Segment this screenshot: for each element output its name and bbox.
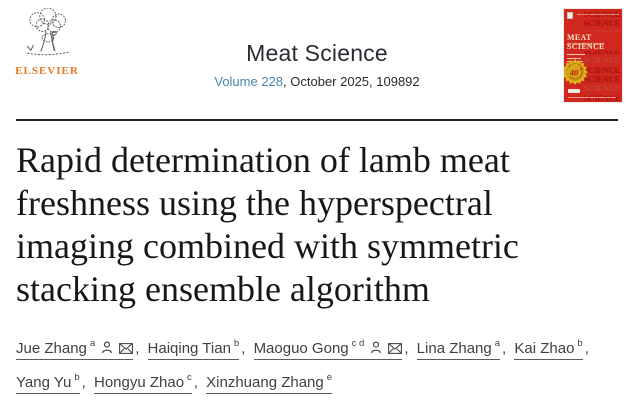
author-link[interactable]: Haiqing Tian b [147,338,240,360]
author-name: Jue Zhang [16,340,87,357]
header-divider [16,119,618,121]
article-title-line: Rapid determination of lamb meat [16,140,510,180]
article-title-line: imaging combined with symmetric [16,226,519,266]
email-icon[interactable] [119,335,134,364]
cover-repeated-word: SCIENCE [583,74,621,85]
email-icon[interactable] [388,335,403,364]
author-link[interactable]: Jue Zhang a [16,338,134,360]
elsevier-tree-icon [15,8,79,64]
author-separator: , [241,340,246,357]
elsevier-wordmark: ELSEVIER [15,65,79,77]
cover-publisher-logo [568,89,580,93]
author-profile-icon[interactable] [370,335,382,364]
author-affiliation-sup: c [187,372,192,383]
issue-info: , October 2025, 109892 [283,74,420,89]
author-affiliation-sup: a [494,338,501,349]
author-separator: , [193,374,198,391]
cover-repeated-word: SCIENCE [583,83,621,94]
volume-link[interactable]: Volume 228 [214,74,284,89]
author-entry: Maoguo Gong c d, [253,330,413,364]
author-affiliation-sup: b [577,338,583,349]
author-affiliation-sup: e [326,372,333,383]
author-separator: , [502,340,507,357]
cover-repeated-word: SCIENCE [583,18,621,29]
author-name: Hongyu Zhao [93,374,185,391]
author-link[interactable]: Hongyu Zhao c [93,372,192,394]
author-link[interactable]: Yang Yu b [16,372,80,394]
cover-subtitle: An International Journal [567,42,604,46]
author-separator: , [404,340,409,357]
author-affiliation-sup: c d [351,338,365,349]
cover-repeated-word: SCIENCE [583,64,621,75]
author-name: Maoguo Gong [253,340,349,357]
author-name: Kai Zhao [514,340,575,357]
author-list: Jue Zhang a, Haiqing Tian b, Maoguo Gong c … [16,330,606,397]
author-name: Yang Yu [16,374,72,391]
elsevier-logo[interactable]: ELSEVIER [15,8,79,84]
journal-title-link[interactable]: Meat Science [246,40,388,66]
cover-publisher-mark-icon [567,12,573,19]
author-name: Lina Zhang [416,340,492,357]
author-entry: Xinzhuang Zhang e [206,364,333,397]
author-affiliation-sup: a [89,338,96,349]
article-title-line: stacking ensemble algorithm [16,269,430,309]
journal-heading: Meat Science Volume 228, October 2025, 1… [0,40,634,89]
author-profile-icon[interactable] [101,335,113,364]
author-separator: , [584,340,589,357]
author-entry: Haiqing Tian b, [147,330,250,363]
badge-number-suffix: th [580,68,583,72]
cover-repeated-word: SCIENCE [583,55,621,66]
badge-number: 40 [569,67,579,77]
author-entry: Jue Zhang a, [16,330,143,364]
author-link[interactable]: Xinzhuang Zhang e [206,372,333,394]
cover-bottom-fine-print [568,97,616,98]
author-separator: , [135,340,140,357]
author-name: Xinzhuang Zhang [206,374,324,391]
author-entry: Kai Zhao b, [514,330,593,363]
anniversary-badge-icon: 1977 • 2017 ANNIVERSARY 40 th [564,56,589,90]
author-entry: Hongyu Zhao c, [93,364,202,397]
article-title-line: freshness using the hyperspectral [16,183,493,223]
author-entry: Yang Yu b, [16,364,90,397]
author-link[interactable]: Kai Zhao b [514,338,583,360]
author-name: Haiqing Tian [147,340,231,357]
author-separator: , [81,374,86,391]
author-affiliation-sup: b [74,372,80,383]
author-entry: Lina Zhang a, [416,330,511,363]
cover-science-column: SCIENCE SCIENCE SCIENCE SCIENCE SCIENCE SCIEN… [583,9,621,102]
volume-issue-line: Volume 228, October 2025, 109892 [0,74,634,89]
cover-repeated-word: SCIENCE [583,46,621,57]
journal-cover-thumbnail[interactable]: SCIENCE SCIENCE SCIENCE SCIENCE SCIENCE SCIEN… [564,9,622,102]
author-link[interactable]: Maoguo Gong c d [253,338,403,360]
cover-top-fine-print [577,14,619,15]
article-title: Rapid determination of lamb meat freshne… [16,139,519,311]
author-link[interactable]: Lina Zhang a [416,338,501,360]
cover-masthead: MEAT SCIENCE [566,32,622,51]
author-affiliation-sup: b [233,338,240,349]
